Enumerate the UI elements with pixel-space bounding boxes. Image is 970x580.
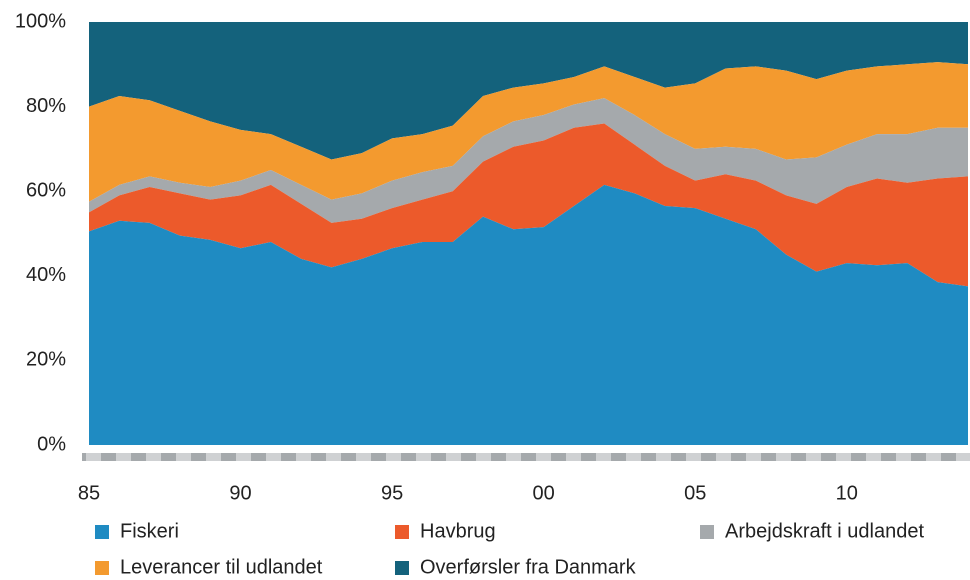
area bbox=[89, 22, 968, 160]
x-tick-label: 10 bbox=[836, 482, 858, 504]
legend-swatch bbox=[95, 561, 109, 575]
x-tick-label: 85 bbox=[78, 482, 100, 504]
x-tick-label: 05 bbox=[684, 482, 706, 504]
y-tick-label: 0% bbox=[37, 433, 66, 455]
legend-label: Leverancer til udlandet bbox=[120, 556, 323, 578]
area bbox=[89, 62, 968, 202]
y-tick-label: 40% bbox=[26, 264, 66, 286]
legend-label: Arbejdskraft i udlandet bbox=[725, 520, 924, 542]
area bbox=[89, 123, 968, 287]
legend-swatch bbox=[700, 525, 714, 539]
legend-label: Overførsler fra Danmark bbox=[420, 556, 637, 578]
y-tick-label: 100% bbox=[15, 10, 66, 32]
legend-swatch bbox=[395, 561, 409, 575]
area bbox=[89, 184, 968, 446]
y-tick-label: 20% bbox=[26, 349, 66, 371]
legend-swatch bbox=[395, 525, 409, 539]
legend-label: Havbrug bbox=[420, 520, 496, 542]
area bbox=[89, 98, 968, 223]
x-tick-label: 95 bbox=[381, 482, 403, 504]
x-tick-label: 90 bbox=[229, 482, 251, 504]
x-tick-label: 00 bbox=[533, 482, 555, 504]
y-tick-label: 60% bbox=[26, 179, 66, 201]
legend-swatch bbox=[95, 525, 109, 539]
legend-label: Fiskeri bbox=[120, 520, 179, 542]
y-tick-label: 80% bbox=[26, 95, 66, 117]
